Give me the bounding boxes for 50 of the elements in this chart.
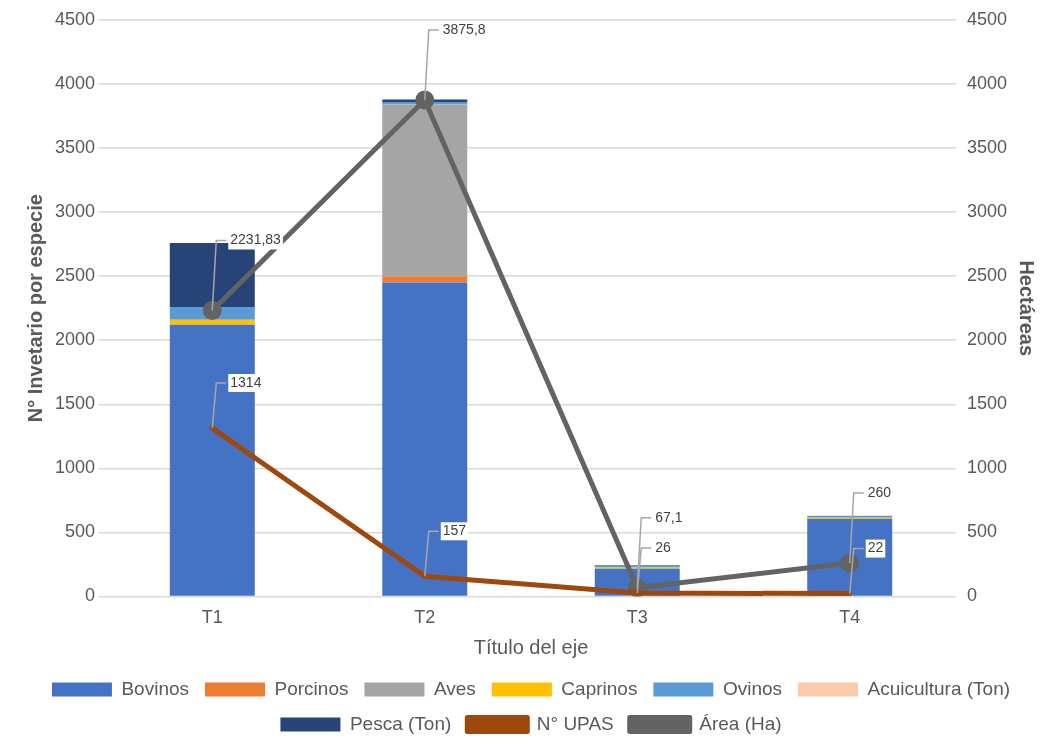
x-axis-title: Título del eje	[473, 635, 589, 658]
point	[202, 301, 222, 321]
bar	[382, 276, 468, 283]
y-tick-label: 3000	[55, 201, 96, 222]
y-tick-label: 500	[65, 521, 96, 542]
y2-tick-label: 4000	[966, 73, 1007, 94]
y-axis-title: N° Invetario por especie	[23, 194, 46, 423]
data-label: 26	[655, 538, 672, 555]
data-label: 67,1	[655, 508, 683, 525]
data-label: 2231,83	[230, 231, 282, 248]
legend-label: N° UPAS	[536, 712, 614, 734]
legend-label: Acuicultura (Ton)	[867, 677, 1011, 699]
data-label: 157	[442, 522, 467, 539]
y2-tick-label: 0	[966, 585, 977, 606]
y-tick-label: 3500	[55, 137, 96, 158]
y2-tick-label: 1500	[966, 393, 1007, 414]
y2-tick-label: 1000	[966, 457, 1007, 478]
y2-axis-title: Hectáreas	[1016, 260, 1039, 357]
legend-label: Ovinos	[722, 677, 783, 699]
bar	[382, 104, 468, 277]
legend-label: Aves	[433, 677, 476, 699]
y-tick-label: 2000	[55, 329, 96, 350]
y-tick-label: 4000	[55, 73, 96, 94]
data-label: 1314	[230, 373, 262, 390]
y-tick-label: 0	[85, 585, 96, 606]
legend-label: Área (Ha)	[699, 712, 782, 734]
y-tick-label: 2500	[55, 265, 96, 286]
y2-tick-label: 3500	[966, 137, 1007, 158]
data-label: 22	[867, 539, 884, 556]
legend-label: Porcinos	[274, 677, 349, 699]
legend-label: Caprinos	[561, 677, 638, 699]
y2-tick-label: 4500	[966, 8, 1007, 29]
legend-label: Pesca (Ton)	[349, 712, 452, 734]
bar	[169, 319, 255, 325]
y-tick-label: 4500	[55, 8, 96, 29]
y-tick-label: 1000	[55, 457, 96, 478]
x-tick-label: T3	[626, 607, 648, 628]
data-label: 3875,8	[442, 20, 486, 37]
x-tick-label: T2	[414, 607, 436, 628]
legend-label: Bovinos	[121, 677, 190, 699]
data-label: 260	[867, 483, 892, 500]
bar	[382, 282, 468, 596]
point	[415, 90, 435, 110]
y2-tick-label: 500	[966, 521, 997, 542]
x-tick-label: T1	[201, 607, 223, 628]
y2-tick-label: 2000	[966, 329, 1007, 350]
y2-tick-label: 2500	[966, 265, 1007, 286]
x-tick-label: T4	[839, 607, 861, 628]
y-tick-label: 1500	[55, 393, 96, 414]
y2-tick-label: 3000	[966, 201, 1007, 222]
